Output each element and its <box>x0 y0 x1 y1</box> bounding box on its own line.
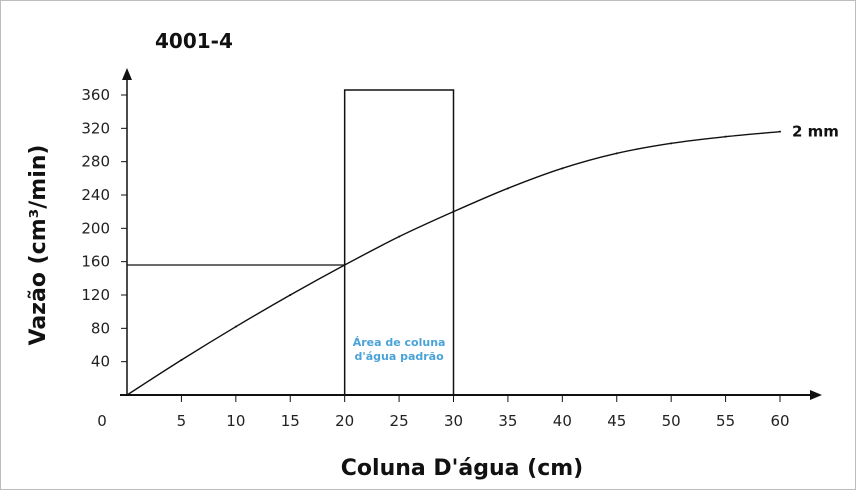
data-point <box>452 210 455 213</box>
data-point <box>561 167 564 170</box>
x-tick-label: 0 <box>97 412 107 430</box>
data-point <box>180 359 183 361</box>
x-tick-label: 35 <box>498 412 517 430</box>
data-point <box>506 187 509 190</box>
x-tick-label: 5 <box>177 412 187 430</box>
x-tick-label: 25 <box>390 412 409 430</box>
chart-title: 4001-4 <box>155 29 233 53</box>
x-tick-label: 45 <box>607 412 626 430</box>
highlight-region-box <box>343 89 455 396</box>
highlight-region-label: Área de coluna <box>353 336 446 349</box>
y-axis-label: Vazão (cm³/min) <box>26 145 51 346</box>
data-point <box>779 130 781 133</box>
x-axis-arrow <box>810 390 822 400</box>
y-tick-label: 80 <box>91 319 110 337</box>
x-axis-label: Coluna D'água (cm) <box>341 456 583 481</box>
data-point <box>670 142 673 145</box>
highlight-region-label: d'água padrão <box>354 350 444 363</box>
x-tick-label: 10 <box>226 412 245 430</box>
y-tick-label: 160 <box>81 253 110 271</box>
x-tick-label: 20 <box>335 412 354 430</box>
x-tick-label: 55 <box>716 412 735 430</box>
axes <box>120 68 822 400</box>
data-point <box>615 152 618 155</box>
series-layer: 2 mm <box>126 123 839 396</box>
y-tick-label: 360 <box>81 86 110 104</box>
y-tick-label: 280 <box>81 153 110 171</box>
data-point <box>724 135 727 138</box>
x-tick-label: 60 <box>770 412 789 430</box>
y-tick-label: 120 <box>81 286 110 304</box>
y-tick-label: 200 <box>81 219 110 237</box>
y-tick-label: 320 <box>81 119 110 137</box>
series-label: 2 mm <box>792 123 839 141</box>
y-axis-arrow <box>122 68 132 80</box>
data-point <box>343 264 346 266</box>
x-tick-label: 40 <box>553 412 572 430</box>
data-point <box>289 294 292 296</box>
x-tick-label: 30 <box>444 412 463 430</box>
y-tick-label: 40 <box>91 353 110 371</box>
data-point <box>398 235 401 238</box>
x-tick-label: 15 <box>281 412 300 430</box>
x-tick-label: 50 <box>662 412 681 430</box>
data-point <box>126 394 128 396</box>
tick-marks: 0 5 10 15 20 25 30 35 40 45 50 55 60 40 80 120 160 200 240… <box>81 86 789 430</box>
y-tick-label: 240 <box>81 186 110 204</box>
data-point <box>234 325 237 328</box>
